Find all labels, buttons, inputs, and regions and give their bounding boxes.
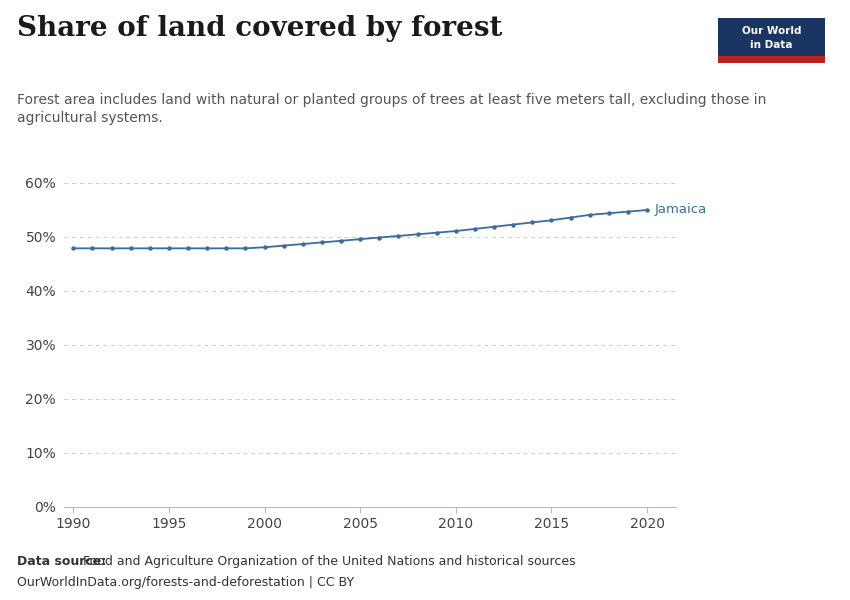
Text: Our World: Our World [741,26,801,37]
Text: in Data: in Data [750,40,792,50]
Text: Forest area includes land with natural or planted groups of trees at least five : Forest area includes land with natural o… [17,93,767,125]
Bar [718,18,824,56]
Text: Data source:: Data source: [17,555,106,568]
Text: Share of land covered by forest: Share of land covered by forest [17,15,502,42]
Text: Food and Agriculture Organization of the United Nations and historical sources: Food and Agriculture Organization of the… [79,555,575,568]
Bar [718,56,824,63]
Text: OurWorldInData.org/forests-and-deforestation | CC BY: OurWorldInData.org/forests-and-deforesta… [17,576,354,589]
Text: Jamaica: Jamaica [654,203,707,217]
